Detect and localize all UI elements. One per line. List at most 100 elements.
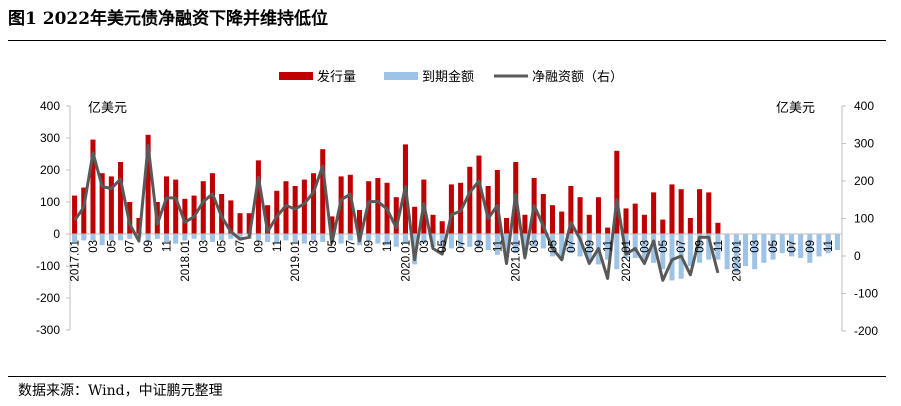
issuance-bar — [715, 222, 721, 234]
issuance-bar — [301, 179, 307, 234]
left-axis-unit: 亿美元 — [88, 101, 127, 116]
issuance-bar — [90, 139, 96, 234]
x-tick-label: 03 — [88, 240, 100, 253]
left-axis-tick-label: 100 — [40, 195, 60, 209]
maturity-bar — [706, 234, 712, 260]
x-tick-label: 2020.01 — [400, 240, 412, 282]
x-tick-label: 07 — [676, 240, 688, 253]
maturity-bar — [568, 234, 574, 254]
issuance-bar — [669, 184, 675, 234]
legend-label-issuance: 发行量 — [317, 69, 356, 85]
x-tick-label: 05 — [548, 240, 560, 253]
issuance-bar — [329, 216, 335, 234]
left-axis-tick-label: -100 — [36, 259, 60, 273]
maturity-bar — [752, 234, 758, 270]
issuance-bar — [347, 174, 353, 234]
maturity-bar — [439, 234, 445, 246]
maturity-bar — [761, 234, 767, 263]
maturity-bar — [430, 234, 436, 247]
issuance-bar — [651, 192, 657, 234]
issuance-bar — [577, 197, 583, 234]
issuance-bar — [145, 134, 151, 234]
issuance-bar — [246, 213, 252, 234]
maturity-bar — [825, 234, 831, 254]
issuance-bar — [173, 179, 179, 234]
x-tick-label: 07 — [345, 240, 357, 253]
x-tick-label: 11 — [603, 240, 615, 252]
x-tick-label: 2021.01 — [511, 240, 523, 282]
maturity-bar — [173, 234, 179, 244]
x-tick-label: 05 — [106, 240, 118, 253]
x-tick-label: 03 — [750, 240, 762, 253]
maturity-bar — [540, 234, 546, 249]
maturity-bar — [393, 234, 399, 247]
issuance-bar — [274, 190, 280, 234]
x-tick-label: 09 — [364, 240, 376, 253]
maturity-bar — [81, 234, 87, 241]
maturity-bar — [651, 234, 657, 263]
left-axis-tick-label: -300 — [36, 323, 60, 337]
maturity-bar — [90, 234, 96, 241]
x-tick-label: 09 — [695, 240, 707, 253]
maturity-bar — [669, 234, 675, 281]
net-financing-line — [73, 143, 720, 282]
x-tick-label: 07 — [125, 240, 137, 253]
x-tick-label: 05 — [327, 240, 339, 253]
x-tick-label: 2017.01 — [70, 240, 82, 282]
maturity-bar — [421, 234, 427, 244]
right-axis-unit: 亿美元 — [776, 101, 815, 116]
issuance-bar — [356, 210, 363, 234]
issuance-bar — [522, 214, 528, 234]
maturity-bar — [347, 234, 353, 241]
x-tick-label: 11 — [492, 240, 504, 252]
maturity-bar — [770, 234, 776, 260]
x-tick-label: 11 — [162, 240, 174, 252]
maturity-bar — [798, 234, 804, 258]
maturity-bar — [402, 234, 408, 244]
maturity-bar — [154, 234, 160, 239]
maturity-bar — [108, 234, 114, 241]
maturity-bar — [494, 234, 500, 255]
maturity-bar — [779, 234, 785, 254]
maturity-bar — [145, 234, 151, 242]
x-tick-label: 07 — [235, 240, 247, 253]
maturity-bar — [200, 234, 206, 241]
issuance-bar — [99, 173, 105, 234]
issuance-bar — [641, 214, 647, 234]
maturity-bar — [504, 234, 510, 257]
maturity-bar — [485, 234, 491, 250]
issuance-bar — [200, 181, 206, 234]
maturity-bar — [715, 234, 721, 260]
x-tick-label: 07 — [456, 240, 468, 253]
maturity-bar — [301, 234, 307, 244]
maturity-bar — [816, 234, 822, 257]
maturity-bar — [448, 234, 454, 249]
right-axis-tick-label: -100 — [854, 287, 878, 301]
x-tick-label: 05 — [658, 240, 670, 253]
left-axis-tick-label: 0 — [53, 227, 60, 241]
maturity-bar — [338, 234, 344, 244]
issuance-bar — [311, 173, 317, 234]
issuance-bar — [687, 218, 693, 234]
maturity-bar — [320, 234, 326, 242]
maturity-bar — [366, 234, 372, 241]
maturity-bar — [513, 234, 519, 254]
issuance-bar — [595, 197, 601, 234]
maturity-bar — [834, 234, 840, 250]
maturity-bar — [522, 234, 528, 255]
x-tick-label: 11 — [713, 240, 725, 252]
x-tick-label: 05 — [437, 240, 449, 253]
maturity-bar — [660, 234, 666, 270]
maturity-bar — [458, 234, 464, 247]
issuance-bar — [494, 170, 500, 234]
x-tick-label: 09 — [143, 240, 155, 253]
maturity-bar — [255, 234, 261, 241]
issuance-bar — [605, 227, 611, 234]
issuance-bar — [375, 178, 381, 234]
x-tick-label: 11 — [272, 240, 284, 252]
right-axis-tick-label: 200 — [854, 174, 874, 188]
legend-swatch-maturity — [384, 72, 418, 80]
x-tick-label: 2023.01 — [731, 240, 743, 282]
x-tick-label: 07 — [566, 240, 578, 253]
